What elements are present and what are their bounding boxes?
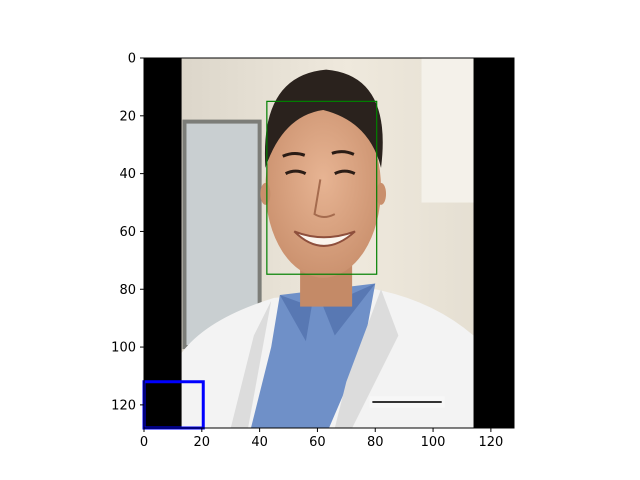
y-tick-label: 80 [119, 283, 136, 298]
photo-brow-right [331, 150, 355, 156]
axes-frame [143, 57, 515, 429]
face-box [266, 100, 378, 275]
y-tick-label: 40 [119, 167, 136, 182]
padding-left [144, 58, 182, 428]
photo-lapel-right [334, 289, 399, 428]
y-tick-label: 60 [119, 225, 136, 240]
y-tick-label: 120 [111, 398, 136, 413]
padding-right [473, 58, 514, 428]
photo-collar-right [323, 283, 376, 336]
axes: 0 20 40 60 80 100 120 0 20 40 60 80 100 120 [111, 52, 515, 450]
x-tick-label: 0 [140, 435, 148, 450]
photo-hair [264, 69, 383, 168]
x-tick-label: 20 [194, 435, 211, 450]
y-tick-label: 20 [119, 109, 136, 124]
x-tick-label: 100 [421, 435, 446, 450]
y-tick-label: 0 [128, 52, 136, 67]
photo-brow-left [282, 152, 306, 158]
photo-eye-right [334, 169, 356, 175]
x-tick-label: 40 [251, 435, 268, 450]
photo-lapel-left [230, 300, 272, 428]
x-tick-label: 120 [478, 435, 503, 450]
x-tick-label: 80 [367, 435, 384, 450]
photo-ear-left [260, 182, 271, 205]
photo-ear-right [376, 182, 387, 205]
x-tick-label: 60 [309, 435, 326, 450]
photo-window [421, 58, 474, 203]
y-tick-label: 100 [111, 341, 136, 356]
photo-image [144, 58, 514, 428]
photo-smile [293, 230, 356, 247]
photo-eye-left [284, 169, 307, 175]
photo-nose [313, 179, 336, 218]
